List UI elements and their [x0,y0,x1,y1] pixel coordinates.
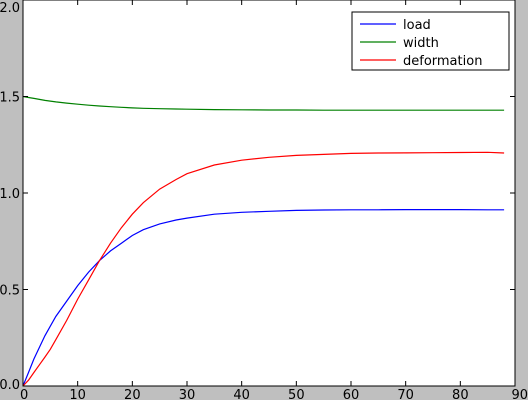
y-tick-label: 0.0 [0,378,20,393]
y-tick-label: 0.5 [0,284,20,299]
series-line-width [22,95,505,111]
x-tick-label: 10 [69,388,86,400]
x-tick-label: 70 [397,388,414,400]
x-tick-label: 30 [179,388,196,400]
x-tick-label: 90 [511,388,528,400]
x-tick-label: 20 [124,388,141,400]
y-tick-label: 2.0 [0,1,20,16]
x-tick-label: 40 [233,388,250,400]
series-line-load [22,209,505,387]
legend: load width deformation [351,11,510,71]
legend-label-load: load [403,18,431,33]
x-tick-label: 80 [452,388,469,400]
series-line-deformation [22,151,505,387]
legend-label-width: width [403,36,439,51]
x-tick-label: 0 [20,388,28,400]
x-tick-label: 60 [343,388,360,400]
series-lines [22,95,505,387]
y-tick-label: 1.5 [0,91,20,106]
legend-label-deformation: deformation [403,54,482,69]
y-tick-label: 1.0 [0,187,20,202]
x-tick-label: 50 [288,388,305,400]
